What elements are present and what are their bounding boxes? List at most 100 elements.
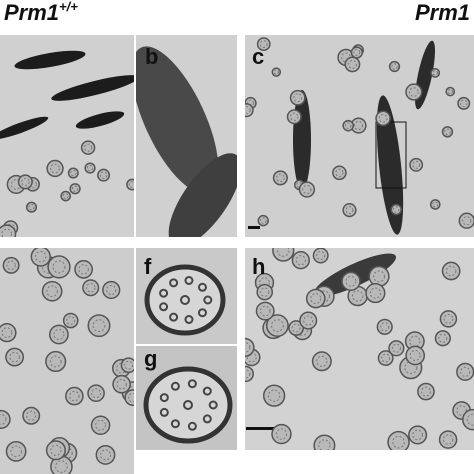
- axoneme: [91, 388, 102, 399]
- genotype-label-left: Prm1+/+: [4, 0, 78, 25]
- axoneme: [273, 69, 279, 75]
- texture-group: [0, 140, 134, 237]
- axoneme: [97, 168, 111, 182]
- axoneme: [41, 280, 63, 302]
- axoneme: [9, 351, 20, 363]
- panel-letter: f: [144, 254, 152, 279]
- axoneme: [298, 181, 316, 198]
- axoneme: [377, 350, 394, 367]
- axoneme: [2, 256, 20, 274]
- axoneme: [245, 103, 254, 118]
- axoneme: [353, 49, 361, 56]
- axoneme: [203, 295, 213, 305]
- axoneme: [271, 67, 282, 77]
- axoneme: [10, 445, 22, 458]
- axoneme: [22, 406, 41, 425]
- axoneme: [69, 183, 81, 195]
- axoneme: [62, 312, 79, 329]
- axoneme: [120, 357, 134, 374]
- axoneme: [303, 315, 314, 326]
- axoneme: [25, 201, 38, 213]
- axoneme: [272, 248, 295, 262]
- axoneme: [78, 264, 89, 275]
- gene-name: Prm1: [4, 0, 59, 25]
- axoneme: [128, 392, 134, 403]
- axoneme: [305, 288, 326, 309]
- axoneme: [46, 159, 64, 178]
- axoneme: [90, 415, 111, 436]
- axoneme: [256, 283, 274, 301]
- axoneme: [169, 278, 179, 288]
- axoneme: [391, 63, 398, 70]
- axoneme: [438, 430, 458, 449]
- axoneme: [170, 381, 180, 391]
- axoneme: [6, 260, 16, 271]
- axoneme: [259, 40, 268, 48]
- axoneme: [439, 310, 458, 328]
- axoneme: [271, 319, 284, 332]
- axoneme: [373, 270, 385, 283]
- axoneme: [5, 347, 25, 367]
- axoneme: [441, 261, 461, 281]
- sperm-heads-b: [136, 35, 237, 237]
- axoneme: [45, 440, 66, 461]
- axoneme: [82, 279, 100, 297]
- axoneme: [393, 206, 400, 213]
- axoneme: [302, 184, 312, 195]
- axoneme: [86, 164, 94, 172]
- axoneme: [53, 328, 65, 341]
- axoneme: [429, 199, 441, 210]
- axoneme: [99, 171, 108, 179]
- axoneme: [184, 276, 194, 286]
- axoneme: [26, 410, 37, 421]
- axoneme: [202, 386, 212, 396]
- axoneme: [444, 128, 451, 136]
- axoneme: [432, 70, 438, 76]
- axoneme: [62, 193, 69, 200]
- axoneme: [318, 439, 331, 450]
- axoneme: [286, 109, 302, 125]
- axoneme: [245, 365, 254, 383]
- axoneme: [30, 248, 51, 267]
- axoneme: [388, 60, 401, 73]
- axoneme: [92, 319, 106, 333]
- axoneme: [291, 251, 310, 270]
- axoneme: [445, 86, 456, 97]
- axoneme: [67, 167, 79, 179]
- axoneme: [275, 428, 288, 440]
- axoneme: [74, 259, 93, 279]
- axoneme: [183, 400, 193, 410]
- axoneme: [70, 169, 77, 177]
- axoneme: [271, 423, 292, 445]
- texture-group: [0, 248, 134, 474]
- axoneme: [85, 282, 96, 293]
- axoneme: [21, 177, 30, 187]
- axoneme: [55, 460, 68, 473]
- axoneme: [272, 170, 288, 186]
- axoneme: [456, 362, 474, 381]
- axoneme: [347, 59, 357, 69]
- genotype-superscript: +/+: [59, 0, 78, 14]
- axoneme: [17, 174, 33, 190]
- axoneme: [391, 343, 401, 353]
- axoneme: [50, 163, 60, 174]
- axoneme: [99, 449, 112, 461]
- axoneme: [351, 290, 364, 302]
- axoneme-zoom: [143, 366, 233, 444]
- axoneme: [66, 316, 76, 325]
- axoneme: [388, 340, 405, 357]
- axoneme: [202, 414, 212, 424]
- genotype-label-right: Prm1: [415, 0, 470, 25]
- axoneme: [180, 295, 190, 305]
- axoneme: [350, 46, 363, 59]
- axoneme: [335, 168, 344, 177]
- axoneme: [296, 324, 308, 336]
- axoneme: [432, 201, 439, 208]
- axoneme: [50, 444, 62, 456]
- axoneme: [84, 162, 96, 174]
- axoneme: [442, 434, 454, 445]
- axoneme: [84, 143, 93, 152]
- axoneme: [345, 206, 354, 215]
- axoneme: [289, 89, 306, 106]
